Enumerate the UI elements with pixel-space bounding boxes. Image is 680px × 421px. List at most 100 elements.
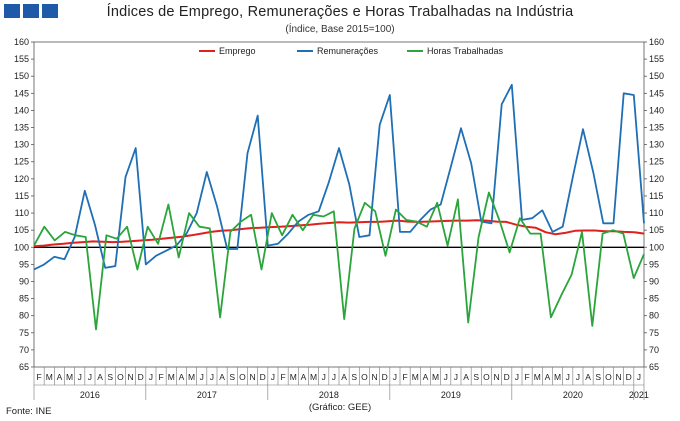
x-month-label: A [301,372,307,382]
x-month-label: J [454,372,458,382]
y-tick-label-right: 130 [649,140,664,150]
y-tick-label-right: 95 [649,259,659,269]
x-month-label: A [179,372,185,382]
y-tick-label-right: 105 [649,225,664,235]
x-month-label: D [138,372,144,382]
x-month-label: D [260,372,266,382]
logo-block-1 [4,4,20,18]
x-month-label: J [88,372,92,382]
x-month-label: M [168,372,175,382]
chart-credit: (Gráfico: GEE) [308,402,372,413]
y-tick-label-left: 100 [14,242,29,252]
year-label: 2020 [563,390,583,400]
x-month-label: J [637,372,641,382]
legend-label: Horas Trabalhadas [427,46,504,56]
legend-label: Remunerações [317,46,379,56]
x-month-label: J [78,372,82,382]
y-tick-label-right: 70 [649,345,659,355]
x-month-label: S [229,372,235,382]
x-month-label: S [595,372,601,382]
x-month-label: M [432,372,439,382]
y-tick-label-left: 65 [19,362,29,372]
y-tick-label-left: 80 [19,311,29,321]
x-month-label: N [494,372,500,382]
y-tick-label-left: 150 [14,71,29,81]
x-month-label: J [210,372,214,382]
x-month-label: A [463,372,469,382]
x-month-label: O [117,372,124,382]
x-month-label: O [361,372,368,382]
y-tick-label-left: 140 [14,105,29,115]
year-label: 2016 [80,390,100,400]
x-month-label: M [290,372,297,382]
series-line [33,83,645,271]
y-tick-label-left: 75 [19,328,29,338]
x-month-label: O [483,372,490,382]
y-tick-label-right: 90 [649,276,659,286]
y-tick-label-left: 95 [19,259,29,269]
y-tick-label-left: 130 [14,140,29,150]
x-month-label: M [46,372,53,382]
x-month-label: M [188,372,195,382]
x-month-label: N [250,372,256,382]
x-month-label: M [534,372,541,382]
y-tick-label-left: 125 [14,157,29,167]
y-tick-label-left: 135 [14,123,29,133]
x-month-label: N [372,372,378,382]
y-tick-label-right: 75 [649,328,659,338]
year-label: 2019 [441,390,461,400]
y-tick-label-right: 85 [649,294,659,304]
y-tick-label-right: 110 [649,208,663,218]
x-month-label: A [341,372,347,382]
logo-block-2 [23,4,39,18]
x-month-label: J [393,372,397,382]
plot-frame [33,41,645,368]
x-month-label: N [616,372,622,382]
y-tick-label-left: 160 [14,37,29,47]
y-tick-label-left: 115 [15,191,29,201]
y-tick-label-right: 115 [649,191,663,201]
x-month-label: D [626,372,632,382]
x-month-label: A [545,372,551,382]
y-tick-label-right: 140 [649,105,664,115]
y-tick-label-right: 145 [649,88,664,98]
x-month-label: F [158,372,163,382]
x-month-label: D [504,372,510,382]
x-month-label: S [107,372,113,382]
x-month-label: D [382,372,388,382]
y-tick-label-left: 145 [14,88,29,98]
x-month-label: J [149,372,153,382]
x-month-label: A [57,372,63,382]
logo-block-3 [42,4,58,18]
y-tick-label-right: 135 [649,123,664,133]
x-month-label: A [423,372,429,382]
x-month-label: J [515,372,519,382]
x-month-label: O [605,372,612,382]
x-month-label: M [66,372,73,382]
x-month-label: M [310,372,317,382]
year-label: 2018 [319,390,339,400]
x-month-label: J [332,372,336,382]
y-tick-label-right: 65 [649,362,659,372]
x-month-label: A [219,372,225,382]
x-month-label: M [412,372,419,382]
x-month-label: F [524,372,529,382]
y-tick-label-right: 150 [649,71,664,81]
x-month-label: A [585,372,591,382]
x-month-label: S [473,372,479,382]
source-note: Fonte: INE [6,406,52,417]
x-month-label: J [322,372,326,382]
x-month-label: N [128,372,134,382]
ine-logo [4,4,58,18]
x-month-label: J [566,372,570,382]
y-tick-label-right: 160 [649,37,664,47]
y-tick-label-left: 120 [14,174,29,184]
y-tick-label-right: 155 [649,54,664,64]
x-month-label: J [444,372,448,382]
y-tick-label-right: 125 [649,157,664,167]
x-month-label: O [239,372,246,382]
year-label: 2017 [197,390,217,400]
x-month-label: J [200,372,204,382]
x-month-label: M [554,372,561,382]
